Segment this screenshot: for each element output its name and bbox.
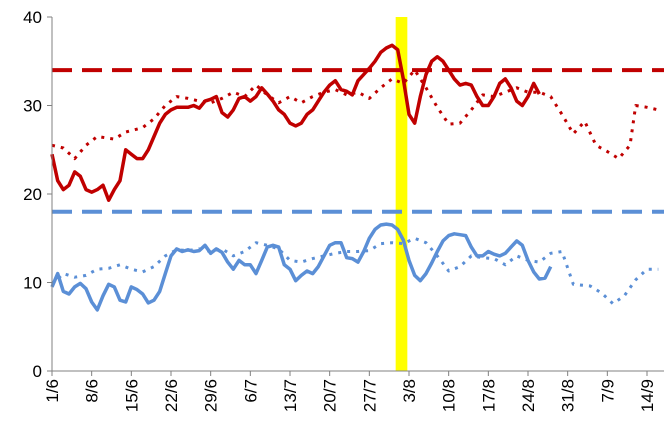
x-tick-label: 10/8 (440, 379, 459, 412)
x-tick-label: 8/6 (83, 379, 102, 403)
x-tick-label: 27/7 (360, 379, 379, 412)
x-tick-label: 6/7 (241, 379, 260, 403)
highlight-band (395, 17, 408, 371)
x-tick-label: 1/6 (43, 379, 62, 403)
y-tick-label: 0 (33, 362, 42, 381)
x-tick-label: 29/6 (202, 379, 221, 412)
series-line-1-dotted (51, 68, 659, 161)
x-tick-label: 14/9 (638, 379, 657, 412)
x-tick-label: 13/7 (281, 379, 300, 412)
series-line-2-solid (50, 222, 553, 312)
x-tick-label: 20/7 (321, 379, 340, 412)
series-line-0-solid (50, 43, 541, 202)
x-tick-label: 7/9 (598, 379, 617, 403)
x-tick-label: 17/8 (479, 379, 498, 412)
axes-layer: 0 10 20 30 40 1/6 8/6 15/6 22/6 29/6 6/7 13/7 20/7 27… (23, 8, 664, 412)
y-tick-label: 40 (23, 8, 42, 27)
x-tick-label: 31/8 (559, 379, 578, 412)
series-layer (50, 43, 659, 312)
x-tick-label: 3/8 (400, 379, 419, 403)
x-tick-label: 15/6 (122, 379, 141, 412)
y-tick-label: 20 (23, 185, 42, 204)
x-tick-label: 22/6 (162, 379, 181, 412)
series-line-3-dotted (50, 236, 659, 306)
y-tick-label: 10 (23, 274, 42, 293)
y-tick-label: 30 (23, 97, 42, 116)
x-tick-label: 24/8 (519, 379, 538, 412)
reference-lines-layer (52, 68, 664, 214)
highlight-band-layer (395, 17, 408, 371)
